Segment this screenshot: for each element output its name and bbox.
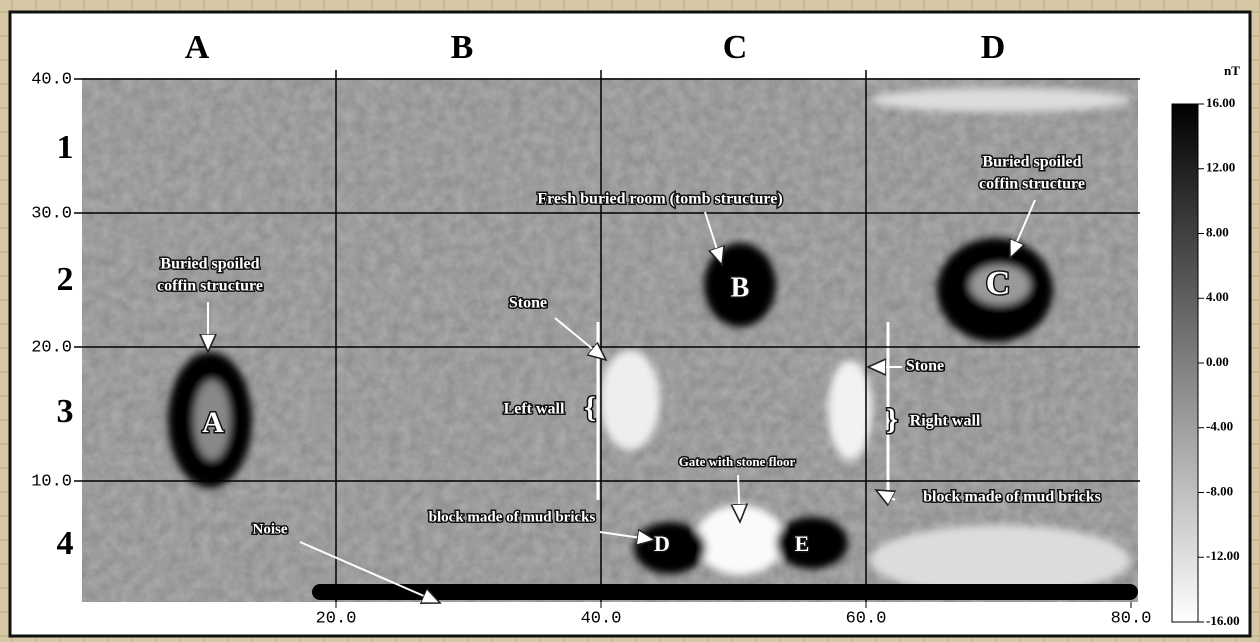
column-label: B: [451, 29, 474, 66]
annotation-text: E: [795, 531, 810, 556]
annotation-text: B: [731, 272, 750, 303]
x-tick-label: 80.0: [1111, 609, 1152, 628]
colorbar-tick-label: 8.00: [1206, 224, 1229, 239]
annotation-text: Fresh buried room (tomb structure): [537, 191, 782, 208]
row-label: 3: [57, 393, 74, 430]
brace: {: [584, 391, 596, 424]
annotation-text: block made of mud bricks: [923, 489, 1101, 506]
annotation-text: Right wall: [910, 413, 981, 430]
colorbar-unit: nT: [1224, 63, 1240, 78]
x-tick-label: 40.0: [581, 609, 622, 628]
y-tick-label: 30.0: [31, 204, 72, 223]
annotation-text: D: [654, 531, 670, 556]
colorbar-tick-label: -4.00: [1206, 419, 1233, 434]
colorbar-tick-label: 16.00: [1206, 95, 1235, 110]
x-tick-label: 60.0: [846, 609, 887, 628]
column-label: D: [981, 29, 1006, 66]
annotation-text: block made of mud bricks: [429, 509, 596, 525]
annotation-text: A: [202, 406, 224, 439]
annotation-text: Left wall: [504, 401, 565, 418]
colorbar: [1172, 104, 1198, 622]
colorbar-tick-label: 0.00: [1206, 354, 1229, 369]
colorbar-tick-label: -12.00: [1206, 548, 1240, 563]
annotation-text: Noise: [253, 521, 288, 537]
y-tick-label: 20.0: [31, 338, 72, 357]
brace: }: [886, 403, 898, 436]
annotation-text: Stone: [509, 295, 547, 312]
column-label: C: [723, 29, 748, 66]
annotation-text: coffin structure: [157, 278, 263, 295]
colorbar-tick-label: 4.00: [1206, 289, 1229, 304]
colorbar-tick-label: -8.00: [1206, 483, 1233, 498]
row-label: 4: [57, 525, 74, 562]
row-label: 1: [57, 129, 74, 166]
magnetic-map: [82, 78, 1138, 602]
x-tick-label: 20.0: [316, 609, 357, 628]
colorbar-tick-label: 12.00: [1206, 160, 1235, 175]
annotation-text: Stone: [906, 358, 944, 375]
annotation-text: Buried spoiled: [160, 256, 259, 273]
annotation-text: coffin structure: [979, 176, 1085, 193]
y-tick-label: 10.0: [31, 472, 72, 491]
figure: A B C D 1 2 3 4 20.0 40.0 60.0 80.0 10.0 20.0 30.0 40.0…: [0, 0, 1260, 642]
annotation-text: C: [986, 265, 1011, 302]
row-label: 2: [57, 261, 74, 298]
colorbar-tick-label: -16.00: [1206, 613, 1240, 628]
column-label: A: [185, 29, 210, 66]
y-tick-label: 40.0: [31, 70, 72, 89]
annotation-text: Gate with stone floor: [679, 454, 796, 469]
annotation-text: Buried spoiled: [982, 154, 1081, 171]
noise-band: [312, 584, 1138, 600]
